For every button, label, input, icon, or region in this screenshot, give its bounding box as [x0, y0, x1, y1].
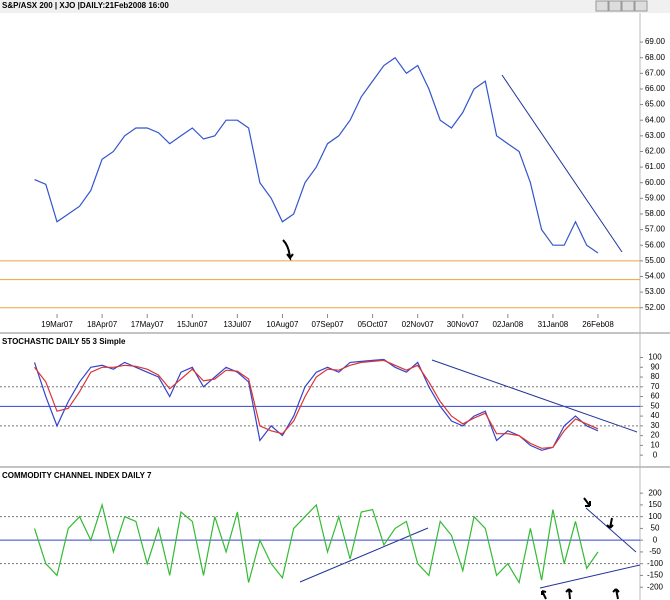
y-tick-label: -200 — [647, 582, 664, 591]
y-tick-label: 63.00 — [645, 131, 666, 140]
data-line — [34, 359, 599, 449]
y-tick-label: 67.00 — [645, 68, 666, 77]
x-tick-label: 02Jan08 — [492, 320, 523, 329]
y-tick-label: 57.00 — [645, 225, 666, 234]
y-tick-label: 69.00 — [645, 37, 666, 46]
trendline — [431, 359, 638, 433]
header-bar — [0, 0, 670, 13]
x-tick-label: 13Jul07 — [223, 320, 252, 329]
y-tick-label: 66.00 — [645, 84, 666, 93]
y-tick-label: 56.00 — [645, 240, 666, 249]
x-tick-label: 10Aug07 — [266, 320, 299, 329]
y-tick-label: -50 — [649, 547, 661, 556]
nav-first[interactable] — [595, 0, 609, 12]
panel-title: COMMODITY CHANNEL INDEX DAILY 7 — [2, 471, 152, 480]
y-tick-label: 62.00 — [645, 147, 666, 156]
y-tick-label: 65.00 — [645, 100, 666, 109]
y-tick-label: 100 — [648, 353, 662, 362]
y-tick-label: 100 — [648, 512, 662, 521]
y-tick-label: -100 — [647, 559, 664, 568]
x-tick-label: 30Nov07 — [447, 320, 480, 329]
x-tick-label: 07Sep07 — [312, 320, 345, 329]
y-tick-label: 60 — [651, 392, 660, 401]
chart-title: S&P/ASX 200 | XJO |DAILY:21Feb2008 16:00 — [2, 1, 169, 10]
y-tick-label: 68.00 — [645, 53, 666, 62]
y-tick-label: 58.00 — [645, 209, 666, 218]
y-tick-label: 40 — [651, 411, 660, 420]
y-tick-label: 30 — [651, 421, 660, 430]
x-tick-label: 02Nov07 — [402, 320, 435, 329]
y-tick-label: 70 — [651, 382, 660, 391]
x-tick-label: 15Jun07 — [177, 320, 208, 329]
y-tick-label: 50 — [651, 401, 660, 410]
y-tick-label: 80 — [651, 372, 660, 381]
y-tick-label: 60.00 — [645, 178, 666, 187]
x-tick-label: 18Apr07 — [87, 320, 118, 329]
arrow — [612, 588, 620, 600]
y-tick-label: 10 — [651, 441, 660, 450]
panel-title: STOCHASTIC DAILY 55 3 Simple — [2, 337, 126, 346]
y-tick-label: 55.00 — [645, 256, 666, 265]
data-line — [33, 502, 599, 585]
y-tick-label: 200 — [648, 488, 662, 497]
y-tick-label: 20 — [651, 431, 660, 440]
x-tick-label: 05Oct07 — [357, 320, 388, 329]
y-tick-label: 52.00 — [645, 303, 666, 312]
y-tick-label: 0 — [653, 450, 658, 459]
trendline — [299, 527, 429, 583]
y-tick-label: 90 — [651, 362, 660, 371]
trendline — [585, 507, 637, 553]
x-tick-label: 19Mar07 — [41, 320, 73, 329]
y-tick-label: 59.00 — [645, 193, 666, 202]
nav-next[interactable] — [621, 0, 635, 12]
nav-last[interactable] — [634, 0, 648, 12]
y-tick-label: 54.00 — [645, 272, 666, 281]
x-tick-label: 17May07 — [131, 320, 164, 329]
x-tick-label: 26Feb08 — [582, 320, 614, 329]
y-tick-label: 61.00 — [645, 162, 666, 171]
y-tick-label: 64.00 — [645, 115, 666, 124]
x-tick-label: 31Jan08 — [538, 320, 569, 329]
arrow — [583, 497, 591, 507]
y-tick-label: 53.00 — [645, 287, 666, 296]
nav-buttons[interactable] — [595, 0, 648, 12]
y-tick-label: 150 — [648, 500, 662, 509]
arrow — [606, 517, 614, 529]
nav-prev[interactable] — [608, 0, 622, 12]
trendline — [539, 564, 641, 589]
y-tick-label: 0 — [653, 535, 658, 544]
y-tick-label: -150 — [647, 571, 664, 580]
arrow — [565, 588, 573, 600]
data-line — [34, 56, 599, 254]
trendline — [501, 74, 623, 253]
arrow — [282, 239, 294, 262]
arrow — [541, 590, 547, 600]
y-tick-label: 50 — [651, 524, 660, 533]
